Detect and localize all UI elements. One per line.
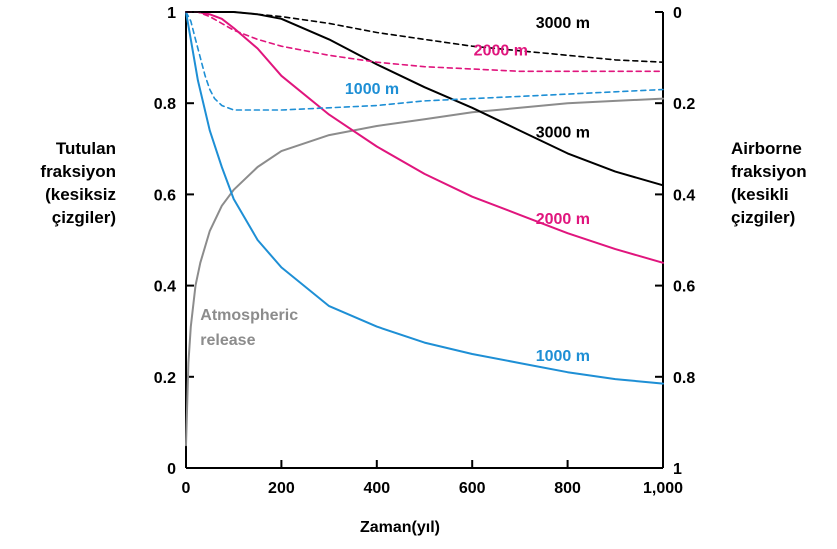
series-dashed-3000-m [185,11,664,64]
series-label: 3000 m [536,15,590,32]
series-solid-3000-m [185,11,664,187]
series-label: 1000 m [536,348,590,365]
right-axis-title-line: fraksiyon [731,162,807,181]
series-label: 3000 m [536,124,590,141]
series-label: 2000 m [474,42,528,59]
series-dashed-1000-m [185,11,664,111]
right-axis-title-line: çizgiler) [731,208,796,227]
series-solid-2000-m [185,11,664,264]
y-left-tick-label: 1 [167,5,176,22]
x-tick-label: 200 [268,480,295,497]
right-axis-title-line: (kesikli [731,185,789,204]
y-right-tick-label: 0.6 [673,279,695,296]
series-label: release [200,332,255,349]
x-tick-label: 400 [363,480,390,497]
y-right-tick-label: 0.4 [673,187,695,204]
left-axis-title: Tutulan fraksiyon (kesiksiz çizgiler) [0,137,116,229]
series-label: 2000 m [536,211,590,228]
y-right-tick-label: 1 [673,461,682,478]
y-left-tick-label: 0 [167,461,176,478]
y-right-tick-label: 0.8 [673,370,695,387]
left-axis-title-line: Tutulan [55,139,116,158]
left-axis-title-line: çizgiler) [51,208,116,227]
series-dashed-2000-m [185,11,664,73]
y-right-tick-label: 0 [673,5,682,22]
y-left-tick-label: 0.4 [154,279,176,296]
series-label: 1000 m [345,81,399,98]
y-right-tick-label: 0.2 [673,96,695,113]
left-axis-title-line: fraksiyon [40,162,116,181]
x-tick-label: 1,000 [643,480,683,497]
x-tick-label: 800 [554,480,581,497]
y-left-tick-label: 0.2 [154,370,176,387]
left-axis-title-line: (kesiksiz [45,185,116,204]
right-axis-title: Airborne fraksiyon (kesikli çizgiler) [731,137,807,229]
right-axis-title-line: Airborne [731,139,802,158]
x-tick-label: 600 [459,480,486,497]
x-axis-title: Zaman(yıl) [359,519,440,536]
series-label: Atmospheric [200,307,298,324]
y-left-tick-label: 0.8 [154,96,176,113]
x-tick-label: 0 [182,480,191,497]
series-solid-atmospheric-release [185,97,664,447]
series-solid-1000-m [185,11,664,385]
y-left-tick-label: 0.6 [154,187,176,204]
plot-area: 0 0.2 0.4 0.6 0.8 1 0 0.2 0.4 0.6 0.8 1 0 200 400 600 80… [154,5,696,497]
